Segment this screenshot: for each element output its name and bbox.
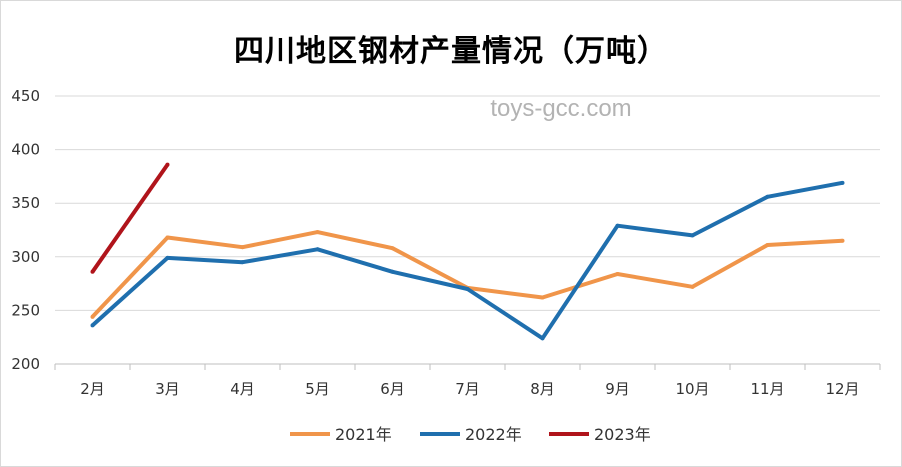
series-line-3	[90, 163, 170, 273]
legend-label: 2021年	[335, 425, 392, 444]
data-point	[165, 255, 170, 260]
data-point	[840, 180, 845, 185]
series-line-2	[91, 180, 843, 341]
x-tick-label: 5月	[305, 380, 330, 398]
data-point	[315, 247, 320, 252]
data-point	[90, 323, 95, 328]
data-point	[840, 238, 845, 243]
data-point	[540, 336, 545, 341]
data-point	[615, 271, 620, 276]
watermark-text: toys-gcc.com	[490, 95, 631, 122]
legend-label: 2023年	[594, 425, 651, 444]
data-point	[690, 233, 695, 238]
y-tick-label: 400	[11, 141, 40, 159]
data-point	[315, 230, 320, 235]
legend-label: 2022年	[465, 425, 522, 444]
data-point	[690, 284, 695, 289]
data-point	[615, 223, 620, 228]
data-point	[465, 286, 470, 291]
x-tick-label: 3月	[155, 380, 180, 398]
y-tick-label: 300	[11, 248, 40, 266]
series-line-1	[91, 230, 843, 319]
data-point	[390, 269, 395, 274]
y-tick-label: 350	[11, 194, 40, 212]
x-tick-label: 12月	[825, 380, 859, 398]
data-point	[90, 314, 95, 319]
data-point	[90, 269, 95, 274]
data-point	[390, 246, 395, 251]
data-point	[240, 245, 245, 250]
x-tick-label: 9月	[605, 380, 630, 398]
y-tick-label: 450	[11, 87, 40, 105]
x-tick-label: 7月	[455, 380, 480, 398]
data-point	[240, 260, 245, 265]
data-point	[765, 194, 770, 199]
x-tick-label: 4月	[230, 380, 255, 398]
x-tick-label: 2月	[80, 380, 105, 398]
data-point	[165, 162, 170, 167]
x-tick-label: 11月	[750, 380, 784, 398]
data-point	[540, 295, 545, 300]
x-tick-label: 10月	[675, 380, 709, 398]
y-tick-label: 250	[11, 301, 40, 319]
data-point	[165, 235, 170, 240]
chart-title: 四川地区钢材产量情况（万吨）	[234, 34, 668, 69]
x-tick-label: 8月	[530, 380, 555, 398]
y-tick-label: 200	[11, 355, 40, 373]
x-tick-label: 6月	[380, 380, 405, 398]
data-point	[765, 243, 770, 248]
